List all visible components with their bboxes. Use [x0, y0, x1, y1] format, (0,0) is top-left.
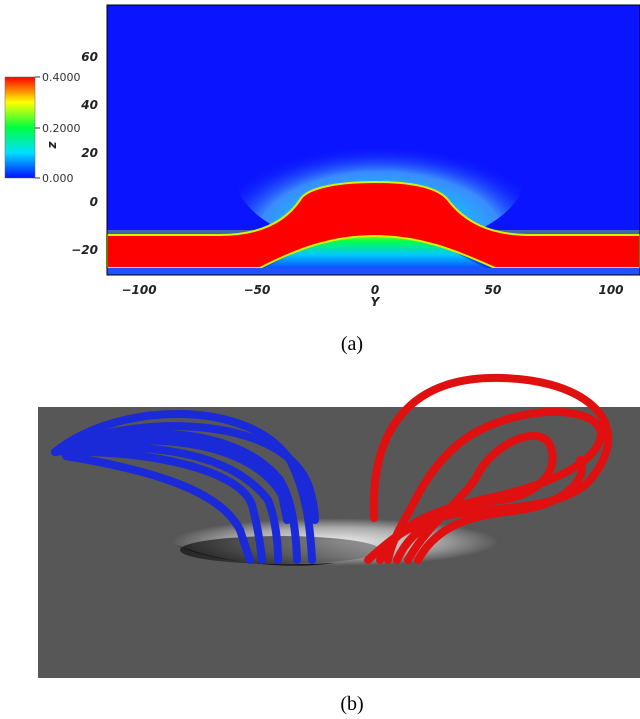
x-axis-label: Y	[371, 295, 381, 309]
render	[38, 378, 640, 678]
z-tick-label: 60	[81, 50, 98, 64]
colorbar: 0.4000 0.2000 0.000	[5, 71, 81, 185]
y-tick-label: 100	[598, 283, 623, 297]
caption: (b)	[340, 693, 363, 715]
z-tick-label: 20	[81, 146, 98, 160]
colorbar-label: 0.2000	[42, 122, 81, 135]
y-tick-label: −50	[244, 283, 271, 297]
caption: (a)	[341, 333, 363, 355]
colorbar-label: 0.000	[42, 172, 74, 185]
z-axis-label: z	[45, 140, 59, 149]
y-tick-label: 50	[485, 283, 502, 297]
z-tick-label: 0	[90, 195, 98, 209]
figure: 60 40 20 0 −20 −100 −50 0 50 100 Y z 0.4…	[0, 0, 640, 719]
z-tick-label: −20	[71, 243, 98, 257]
figure-canvas: 60 40 20 0 −20 −100 −50 0 50 100 Y z 0.4…	[0, 0, 640, 719]
heatmap	[107, 5, 640, 275]
colorbar-label: 0.4000	[42, 71, 81, 84]
y-tick-label: −100	[121, 283, 156, 297]
z-tick-label: 40	[80, 98, 98, 112]
